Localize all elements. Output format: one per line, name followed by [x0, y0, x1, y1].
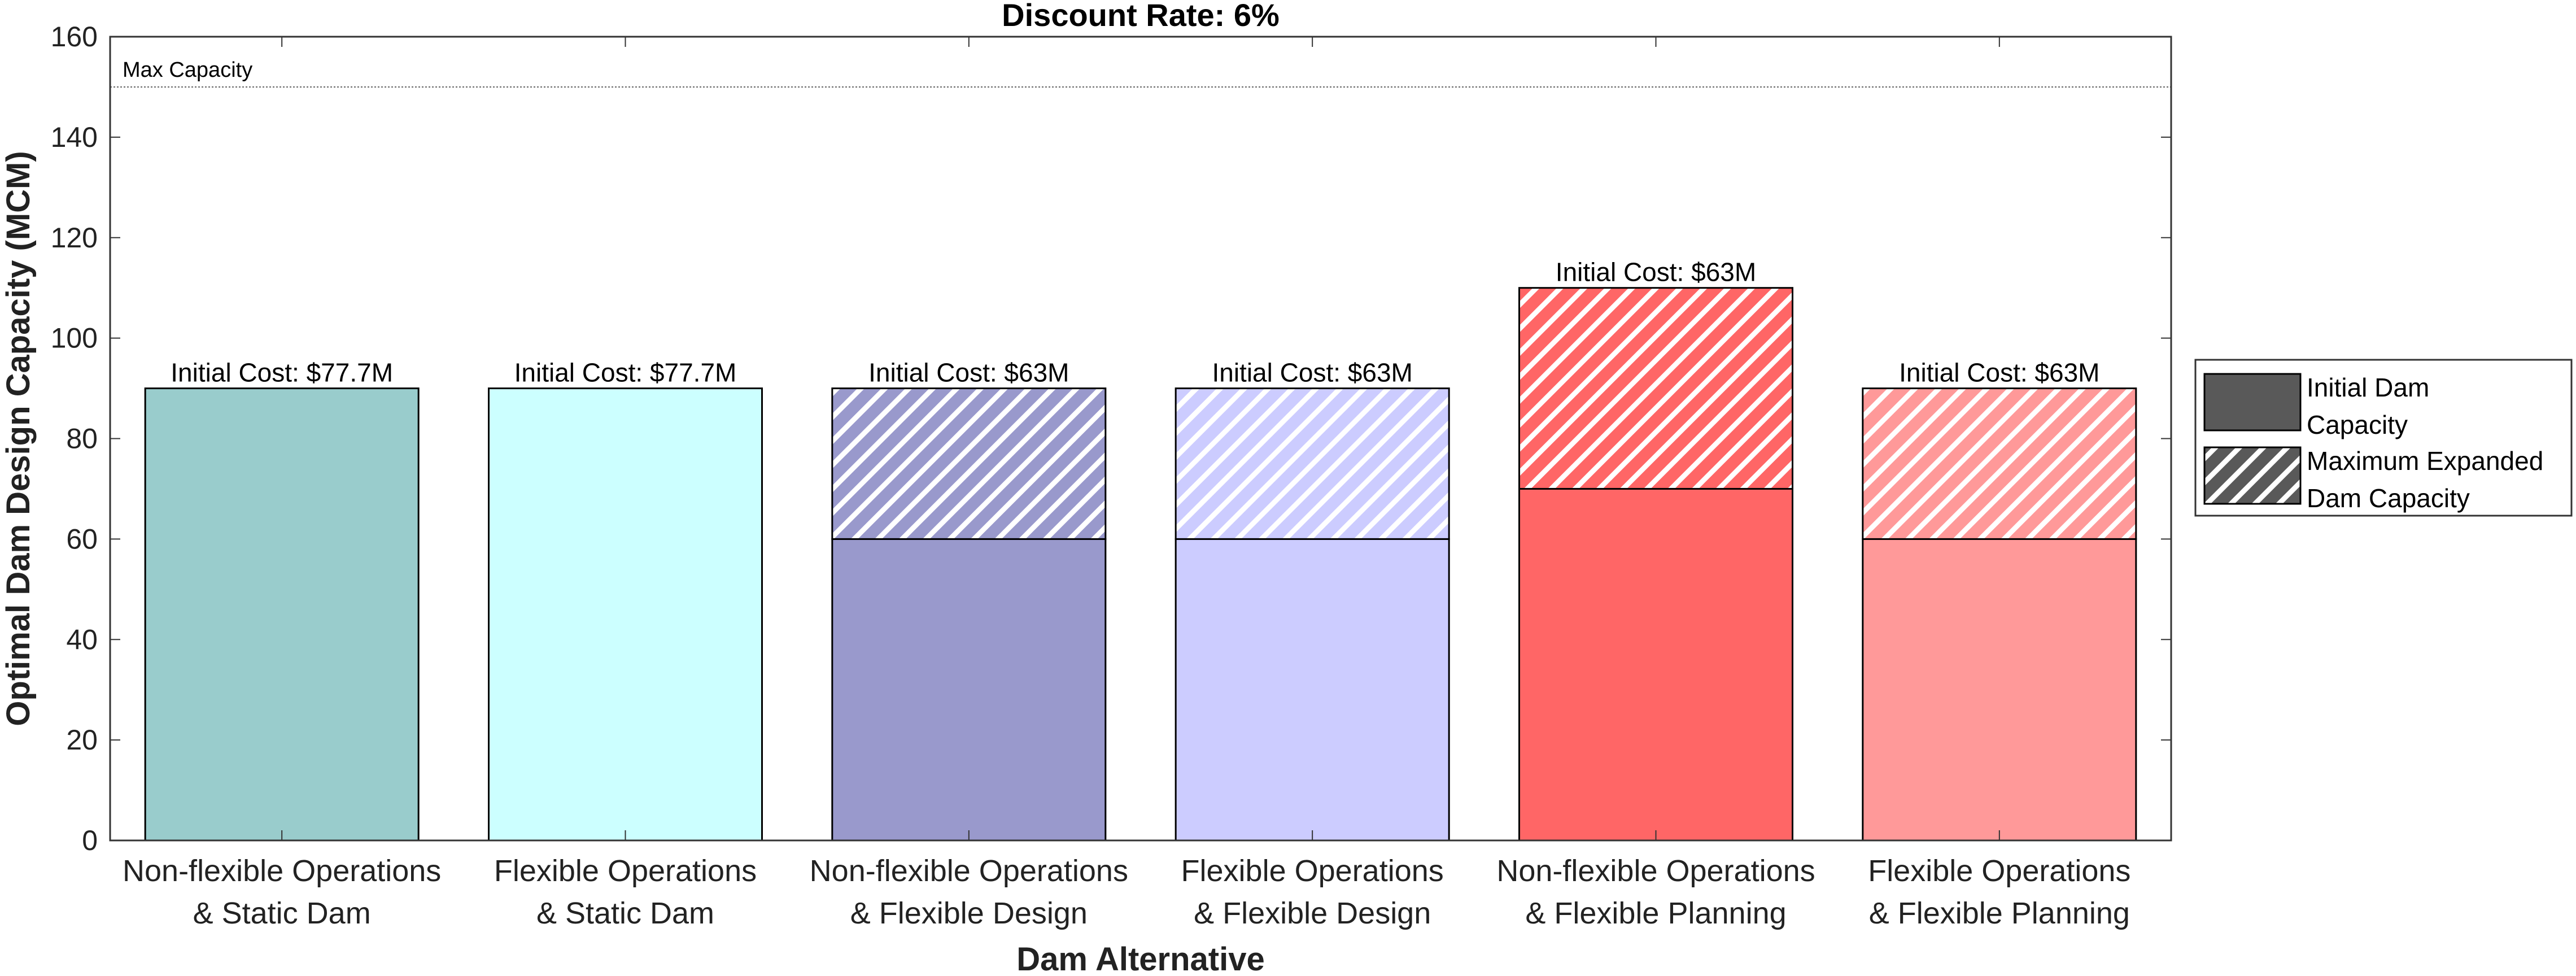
category-label-line: Non-flexible Operations	[810, 854, 1128, 888]
y-tick-label: 120	[51, 222, 98, 254]
legend-entry-line: Initial Dam	[2307, 373, 2429, 402]
legend-swatch-hatched	[2203, 446, 2302, 505]
bar-expanded-capacity	[831, 387, 1107, 540]
bar-data-label: Initial Cost: $63M	[1556, 258, 1756, 287]
category-label: Non-flexible Operations & Flexible Planni…	[1496, 854, 1815, 930]
category-label-line: & Flexible Planning	[1525, 896, 1786, 930]
bar-initial-capacity	[1518, 487, 1793, 842]
bar-data-label: Initial Cost: $63M	[868, 358, 1069, 387]
y-tick-label: 160	[51, 21, 98, 53]
y-tick-label: 60	[66, 523, 98, 555]
chart-title: Discount Rate: 6%	[1002, 0, 1280, 33]
legend-entry-line: Dam Capacity	[2307, 483, 2470, 513]
category-label-line: & Flexible Design	[850, 896, 1088, 930]
y-tick-label: 20	[66, 724, 98, 756]
bar-initial-capacity	[1862, 538, 2137, 842]
category-label-line: Non-flexible Operations	[123, 854, 441, 888]
legend-entry-label: Maximum Expanded Dam Capacity	[2307, 446, 2543, 513]
category-label-line: & Static Dam	[536, 896, 714, 930]
y-tick-label: 100	[51, 323, 98, 354]
bar-data-label: Initial Cost: $77.7M	[514, 358, 737, 387]
bar-expanded-capacity	[1862, 387, 2137, 540]
bar-initial-capacity	[831, 538, 1107, 842]
max-capacity-label: Max Capacity	[123, 58, 252, 82]
category-label-line: & Static Dam	[193, 896, 371, 930]
y-tick-label: 0	[82, 825, 98, 856]
category-label: Flexible Operations & Flexible Planning	[1868, 854, 2130, 930]
category-label-line: & Flexible Design	[1194, 896, 1431, 930]
bar-initial-capacity	[488, 387, 763, 842]
y-tick-label: 40	[66, 624, 98, 655]
x-axis-label: Dam Alternative	[1016, 941, 1264, 976]
bar-initial-capacity	[144, 387, 420, 842]
axes-frame	[109, 36, 2172, 842]
legend: Initial Dam Capacity Maximum Expanded Dam C…	[2194, 359, 2573, 517]
bar-data-label: Initial Cost: $77.7M	[171, 358, 393, 387]
category-label-line: Flexible Operations	[1868, 854, 2130, 888]
legend-swatch-solid	[2203, 373, 2302, 432]
plot-area: Max Capacity Initial Cost: $77.7M Non-flex…	[0, 21, 2172, 976]
category-label: Flexible Operations & Static Dam	[494, 854, 757, 930]
category-label: Non-flexible Operations & Flexible Design	[810, 854, 1128, 930]
bar-expanded-capacity	[1175, 387, 1450, 540]
category-label-line: Flexible Operations	[1181, 854, 1444, 888]
bar-data-label: Initial Cost: $63M	[1212, 358, 1412, 387]
legend-entry-line: Maximum Expanded	[2307, 446, 2543, 476]
bar-data-label: Initial Cost: $63M	[1899, 358, 2099, 387]
legend-entry-label: Initial Dam Capacity	[2307, 373, 2429, 439]
category-label: Non-flexible Operations & Static Dam	[123, 854, 441, 930]
bar-initial-capacity	[1175, 538, 1450, 842]
y-axis-label: Optimal Dam Design Capacity (MCM)	[0, 151, 37, 726]
y-tick-label: 80	[66, 423, 98, 455]
category-label: Flexible Operations & Flexible Design	[1181, 854, 1444, 930]
category-label-line: Flexible Operations	[494, 854, 757, 888]
y-tick-label: 140	[51, 121, 98, 153]
category-label-line: & Flexible Planning	[1869, 896, 2130, 930]
category-label-line: Non-flexible Operations	[1496, 854, 1815, 888]
bar-expanded-capacity	[1518, 287, 1793, 490]
legend-entry-line: Capacity	[2307, 410, 2408, 439]
